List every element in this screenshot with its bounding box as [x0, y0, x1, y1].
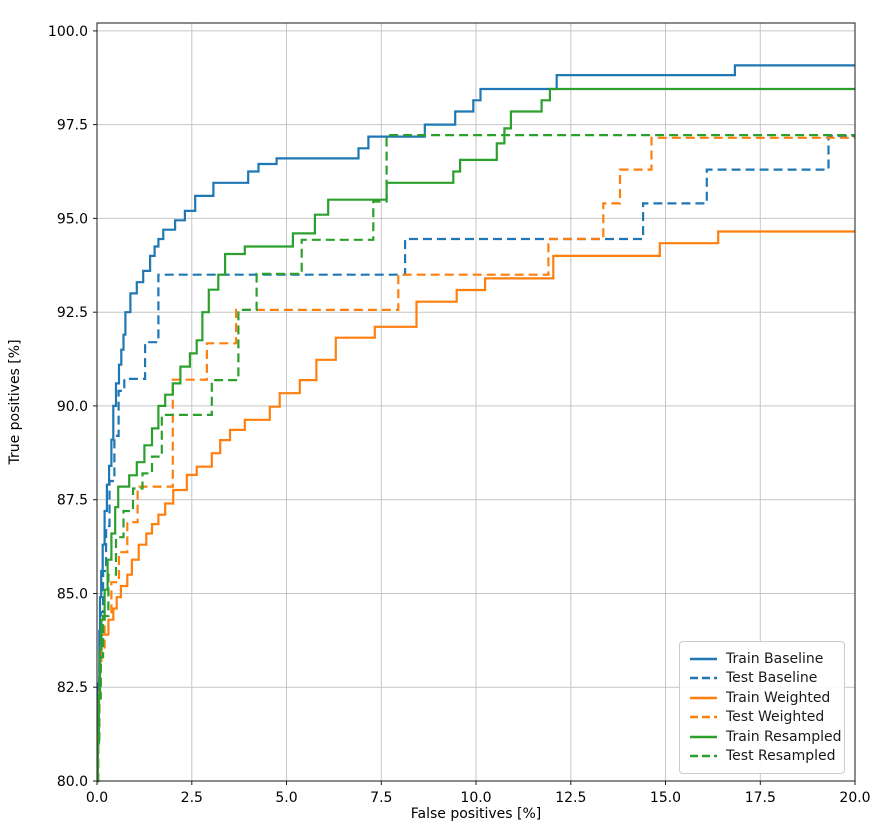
y-tick-label: 97.5 [57, 118, 88, 134]
series-line-train-baseline [96, 64, 855, 783]
y-tick-label: 100.0 [48, 24, 88, 40]
x-tick-label: 12.5 [555, 790, 586, 806]
legend-item-test-resampled: Test Resampled [690, 747, 836, 767]
legend-label: Test Weighted [726, 709, 825, 726]
legend-item-test-weighted: Test Weighted [690, 708, 835, 728]
x-tick-label: 0.0 [86, 790, 108, 806]
legend-label: Test Resampled [726, 748, 836, 765]
y-tick-label: 95.0 [57, 211, 88, 227]
legend-line-sample [690, 677, 717, 680]
series-line-train-weighted [96, 230, 855, 783]
legend: Train Baseline Test Baseline Train Weighte… [679, 641, 845, 774]
y-tick-label: 85.0 [57, 587, 88, 603]
x-tick-label: 7.5 [370, 790, 392, 806]
legend-label: Train Resampled [726, 728, 842, 745]
legend-line-sample [690, 755, 717, 758]
x-axis-label: False positives [%] [410, 806, 542, 822]
legend-line-sample [690, 716, 717, 719]
series-line-train-resampled [96, 87, 855, 783]
x-tick-label: 5.0 [275, 790, 297, 806]
y-tick-label: 87.5 [57, 493, 88, 509]
tick-labels: 0.0 2.5 5.0 7.5 10.0 12.5 15.0 17.5 20.0 80.0 82.5… [48, 24, 871, 806]
legend-item-test-baseline: Test Baseline [690, 669, 835, 689]
legend-item-train-baseline: Train Baseline [690, 649, 835, 669]
x-tick-label: 15.0 [650, 790, 681, 806]
legend-line-sample [690, 657, 717, 660]
x-tick-label: 10.0 [460, 790, 491, 806]
tick-marks [93, 30, 856, 785]
x-tick-label: 20.0 [839, 790, 870, 806]
grid-lines [96, 23, 856, 782]
legend-line-sample [690, 696, 717, 699]
series-line-test-resampled [97, 134, 855, 783]
y-tick-label: 80.0 [57, 774, 88, 790]
legend-label: Test Baseline [726, 670, 818, 687]
legend-item-train-resampled: Train Resampled [690, 727, 842, 747]
y-axis-label: True positives [%] [7, 339, 23, 465]
y-tick-label: 90.0 [57, 399, 88, 415]
legend-line-sample [690, 735, 717, 738]
legend-label: Train Baseline [726, 650, 824, 667]
legend-label: Train Weighted [726, 689, 831, 706]
x-tick-label: 2.5 [181, 790, 203, 806]
legend-item-train-weighted: Train Weighted [690, 688, 835, 708]
y-tick-label: 82.5 [57, 680, 88, 696]
y-tick-label: 92.5 [57, 305, 88, 321]
x-tick-label: 17.5 [745, 790, 776, 806]
